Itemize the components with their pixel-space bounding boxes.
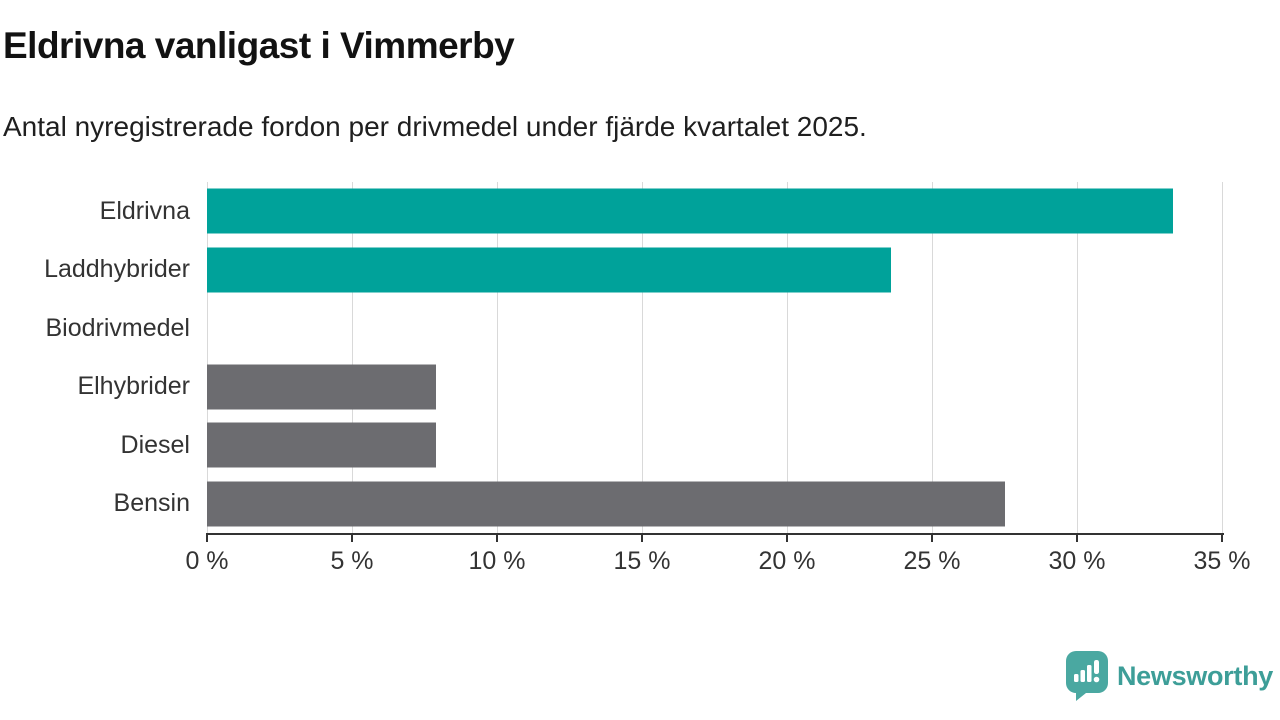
gridlines <box>207 182 1223 533</box>
category-label: Bensin <box>113 489 190 518</box>
x-tick-mark <box>351 535 353 542</box>
x-tick-label: 30 % <box>1048 547 1106 575</box>
x-tick-label: 5 % <box>330 547 374 575</box>
x-tick-label: 25 % <box>903 547 961 575</box>
gridline-15 <box>642 182 643 533</box>
gridline-30 <box>1077 182 1078 533</box>
bar-track <box>207 299 1222 358</box>
gridline-10 <box>497 182 498 533</box>
logo-bar-3 <box>1086 665 1092 682</box>
x-tick-mark <box>1221 535 1223 542</box>
logo-bar-2 <box>1080 670 1085 682</box>
bar-row: Elhybrider <box>0 358 1222 417</box>
bar-laddhybrider <box>207 247 892 293</box>
gridline-25 <box>932 182 933 533</box>
x-tick-mark <box>496 535 498 542</box>
bar-row: Bensin <box>0 475 1222 534</box>
gridline-20 <box>787 182 788 533</box>
bar-track <box>207 358 1222 417</box>
x-axis-ticks: 0 % 5 % 10 % 15 % 20 % 25 % 30 % 35 % <box>185 533 1250 593</box>
x-tick-label: 35 % <box>1193 547 1251 575</box>
x-tick-label: 20 % <box>758 547 816 575</box>
gridline-0 <box>207 182 208 533</box>
bar-bensin <box>207 481 1005 527</box>
category-label: Eldrivna <box>99 196 190 225</box>
bar-row: Diesel <box>0 416 1222 475</box>
x-tick-mark <box>641 535 643 542</box>
bar-diesel <box>207 422 437 468</box>
x-tick-mark <box>786 535 788 542</box>
category-label: Biodrivmedel <box>45 313 190 342</box>
x-axis-line <box>206 533 1224 535</box>
logo-exclamation-dot <box>1093 676 1100 683</box>
bar-row: Biodrivmedel <box>0 299 1222 358</box>
bar-track <box>207 416 1222 475</box>
chart-title: Eldrivna vanligast i Vimmerby <box>3 25 515 66</box>
x-tick-mark <box>1076 535 1078 542</box>
bar-track <box>207 182 1222 241</box>
logo-exclamation-stem <box>1093 660 1099 674</box>
bar-eldrivna <box>207 188 1173 234</box>
gridline-5 <box>352 182 353 533</box>
bar-row: Laddhybrider <box>0 241 1222 300</box>
category-label: Elhybrider <box>77 372 190 401</box>
x-tick-label: 0 % <box>185 547 229 575</box>
chart-subtitle: Antal nyregistrerade fordon per drivmede… <box>3 111 867 142</box>
category-label: Laddhybrider <box>44 255 190 284</box>
x-tick-mark <box>206 535 208 542</box>
newsworthy-logo-text: Newsworthy <box>1116 660 1273 691</box>
x-tick-label: 15 % <box>613 547 671 575</box>
category-label: Diesel <box>120 430 190 459</box>
newsworthy-logo: Newsworthy <box>1065 650 1273 702</box>
bar-track <box>207 475 1222 534</box>
x-tick-label: 10 % <box>468 547 526 575</box>
bar-row: Eldrivna <box>0 182 1222 241</box>
bar-elhybrider <box>207 364 437 410</box>
gridline-35 <box>1222 182 1223 533</box>
speech-bubble-bar-chart-icon <box>1065 651 1108 701</box>
bar-chart: Eldrivna Laddhybrider Biodrivmedel Elhybrid… <box>0 182 1222 533</box>
bar-track <box>207 241 1222 300</box>
x-tick-mark <box>931 535 933 542</box>
logo-bar-1 <box>1073 674 1079 682</box>
